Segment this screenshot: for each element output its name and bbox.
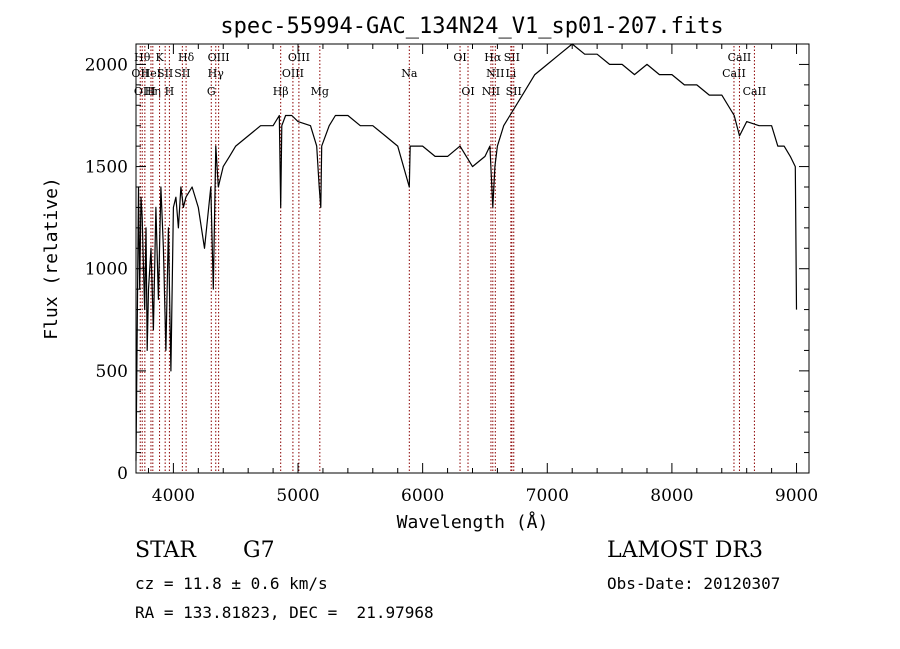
chart-title: spec-55994-GAC_134N24_V1_sp01-207.fits bbox=[220, 14, 723, 39]
line-marker-label-27: CaII bbox=[728, 51, 752, 64]
y-tick-label-3: 1500 bbox=[85, 158, 128, 178]
x-tick-label-2: 6000 bbox=[401, 486, 444, 506]
line-marker-label-28: CaII bbox=[743, 85, 767, 98]
coords-text: RA = 133.81823, DEC = 21.97968 bbox=[135, 603, 434, 622]
plot-frame bbox=[135, 43, 810, 474]
line-marker-label-7: H bbox=[165, 85, 175, 98]
line-marker-label-10: G bbox=[207, 85, 216, 98]
line-marker-label-18: OI bbox=[453, 51, 466, 64]
line-marker-label-25: SII bbox=[506, 85, 522, 98]
object-class: STAR bbox=[135, 538, 196, 563]
x-tick-label-1: 5000 bbox=[276, 486, 319, 506]
line-marker-label-14: OIII bbox=[282, 67, 304, 80]
x-tick-label-3: 7000 bbox=[526, 486, 569, 506]
spectrum-line bbox=[135, 43, 798, 461]
object-subclass: G7 bbox=[243, 538, 275, 563]
line-marker-label-5: K bbox=[155, 51, 164, 64]
line-marker-label-15: OIII bbox=[288, 51, 310, 64]
line-marker-label-24: SII bbox=[504, 51, 520, 64]
redshift-text: cz = 11.8 ± 0.6 km/s bbox=[135, 574, 328, 593]
line-marker-label-3: HeI bbox=[141, 67, 161, 80]
line-markers: OIIHθOIIIHeIHηKSIIHSIIHδGHγOIIIHβOIIIOII… bbox=[131, 46, 766, 473]
line-marker-label-8: SII bbox=[174, 67, 190, 80]
y-axis-label: Flux (relative) bbox=[41, 177, 62, 340]
line-marker-label-20: NII bbox=[482, 85, 500, 98]
y-tick-label-1: 500 bbox=[96, 362, 128, 382]
line-marker-label-4: Hη bbox=[145, 85, 161, 98]
line-marker-label-19: OI bbox=[461, 85, 474, 98]
line-marker-label-21: Hα bbox=[484, 51, 502, 64]
line-marker-label-13: Hβ bbox=[273, 85, 289, 98]
line-marker-label-6: SII bbox=[157, 67, 173, 80]
spectrum-plot bbox=[135, 43, 798, 461]
y-tick-label-2: 1000 bbox=[85, 260, 128, 280]
line-marker-label-9: Hδ bbox=[178, 51, 195, 64]
x-tick-label-4: 8000 bbox=[650, 486, 693, 506]
axes: 4000 5000 6000 7000 8000 9000 0 500 1000 1500 2000 bbox=[85, 43, 818, 506]
obs-date-text: Obs-Date: 20120307 bbox=[607, 574, 781, 593]
line-marker-label-1: Hθ bbox=[134, 51, 151, 64]
survey-label: LAMOST DR3 bbox=[607, 538, 763, 563]
line-marker-label-22: NII bbox=[486, 67, 504, 80]
x-tick-label-5: 9000 bbox=[775, 486, 818, 506]
line-marker-label-17: Na bbox=[401, 67, 418, 80]
line-marker-label-11: Hγ bbox=[208, 67, 225, 80]
y-tick-label-0: 0 bbox=[117, 464, 128, 484]
x-axis-label: Wavelength (Å) bbox=[397, 511, 549, 533]
y-tick-label-4: 2000 bbox=[85, 55, 128, 75]
x-tick-label-0: 4000 bbox=[152, 486, 195, 506]
line-marker-label-12: OIII bbox=[208, 51, 230, 64]
line-marker-label-23: Li bbox=[505, 67, 516, 80]
line-marker-label-26: CaII bbox=[722, 67, 746, 80]
line-marker-label-2: OIII bbox=[134, 85, 156, 98]
line-marker-label-16: Mg bbox=[311, 85, 329, 98]
